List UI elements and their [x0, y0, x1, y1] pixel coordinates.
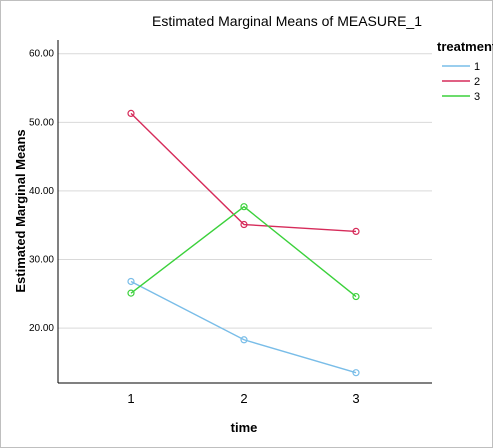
legend-title: treatment	[437, 39, 493, 54]
series-2	[127, 109, 360, 235]
x-tick-label: 2	[240, 391, 247, 406]
legend: treatment 1 2 3	[437, 39, 493, 103]
gridlines	[58, 53, 432, 329]
series-line	[130, 280, 357, 374]
legend-label: 2	[474, 76, 480, 88]
y-axis-title: Estimated Marginal Means	[13, 129, 28, 292]
data-point	[240, 336, 248, 344]
data-point	[127, 109, 135, 118]
data-point	[240, 203, 248, 211]
chart-title: Estimated Marginal Means of MEASURE_1	[152, 13, 422, 29]
data-point	[240, 220, 248, 229]
series-1	[127, 277, 360, 377]
x-tick-labels: 1 2 3	[127, 391, 359, 406]
data-point	[352, 227, 360, 235]
y-tick-label: 60.00	[29, 49, 54, 60]
data-point	[352, 292, 360, 301]
series-line	[130, 205, 357, 298]
series-layer	[127, 109, 360, 377]
legend-label: 3	[474, 91, 480, 103]
x-axis-title: time	[231, 420, 258, 435]
series-3	[127, 203, 360, 301]
y-tick-label: 50.00	[29, 117, 54, 128]
series-line	[130, 112, 357, 233]
y-tick-labels: 20.00 30.00 40.00 50.00 60.00	[29, 49, 54, 334]
y-tick-label: 40.00	[29, 186, 54, 197]
x-tick-label: 1	[127, 391, 134, 406]
y-tick-label: 20.00	[29, 323, 54, 334]
x-tick-label: 3	[352, 391, 359, 406]
data-point	[127, 277, 135, 286]
y-tick-label: 30.00	[29, 255, 54, 266]
data-point	[352, 369, 360, 377]
legend-label: 1	[474, 61, 480, 73]
data-point	[127, 289, 135, 297]
